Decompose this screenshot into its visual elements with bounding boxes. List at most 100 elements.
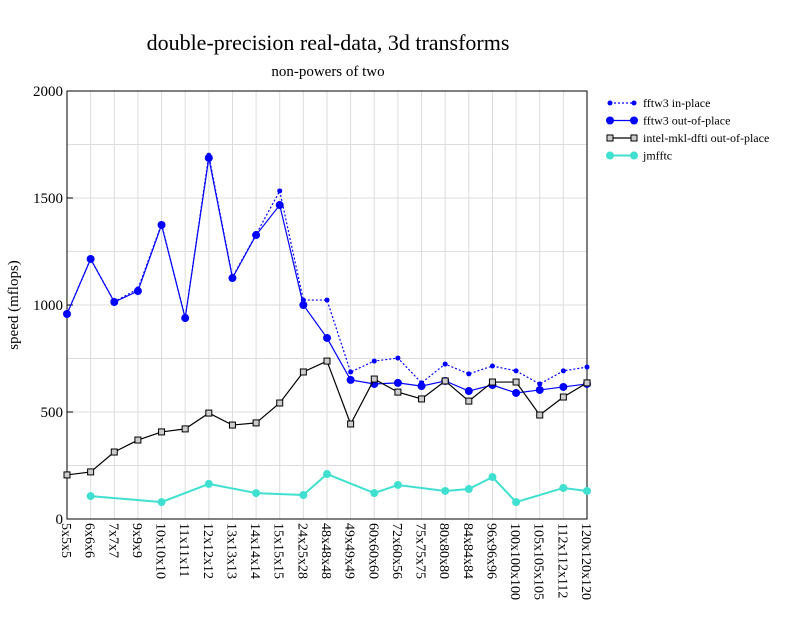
x-tick-label: 72x60x56 [389, 523, 404, 579]
data-point [252, 231, 261, 240]
data-point [512, 498, 521, 507]
x-tick-label: 15x15x15 [271, 523, 286, 579]
x-tick-label: 80x80x80 [436, 523, 451, 579]
data-point [560, 368, 566, 374]
data-point [204, 479, 213, 488]
data-point [537, 381, 543, 387]
x-tick-label: 49x49x49 [342, 523, 357, 579]
data-point [584, 364, 590, 370]
y-axis-label: speed (mflops) [6, 260, 22, 350]
x-tick-label: 84x84x84 [460, 523, 475, 579]
data-point [299, 491, 308, 500]
x-tick-label: 75x75x75 [413, 523, 428, 579]
x-tick-label: 11x11x11 [176, 523, 191, 577]
data-point [583, 379, 591, 387]
data-point [158, 428, 166, 436]
data-point [133, 287, 142, 296]
series-line [90, 472, 588, 504]
data-point [252, 489, 261, 498]
data-point [87, 468, 95, 476]
y-tick-label: 1000 [33, 298, 63, 314]
data-point [181, 425, 189, 433]
data-point [86, 254, 95, 263]
data-point [395, 355, 401, 361]
y-tick-label: 500 [41, 405, 64, 421]
data-point [417, 382, 426, 391]
data-point [204, 153, 213, 162]
x-tick-label: 60x60x60 [365, 523, 380, 579]
x-tick-label: 10x10x10 [153, 523, 168, 579]
data-point [228, 421, 236, 429]
data-point [63, 309, 71, 318]
x-tick-label: 96x96x96 [483, 523, 498, 579]
x-tick-label: 100x100x100 [507, 523, 522, 600]
data-point [323, 470, 331, 479]
data-point [606, 116, 614, 125]
data-point [276, 399, 284, 407]
data-point [86, 492, 95, 501]
data-point [324, 297, 330, 303]
data-point [181, 314, 190, 323]
data-point [134, 436, 142, 444]
data-point [464, 485, 473, 494]
chart-title: double-precision real-data, 3d transform… [147, 30, 510, 55]
x-tick-label: 24x25x28 [294, 523, 309, 579]
data-point [559, 393, 567, 401]
data-point [323, 333, 331, 342]
data-point [299, 368, 307, 376]
x-tick-label: 9x9x9 [129, 523, 144, 558]
data-point [630, 151, 638, 160]
data-point [370, 489, 379, 498]
data-point [348, 369, 354, 375]
data-point [512, 378, 520, 386]
data-point [252, 419, 260, 427]
data-point [228, 274, 237, 283]
data-point [535, 385, 544, 394]
data-point [512, 388, 521, 397]
data-point [630, 116, 638, 125]
data-point [370, 375, 378, 383]
data-point [606, 134, 614, 142]
data-point [441, 486, 450, 495]
chart-subtitle: non-powers of two [271, 64, 384, 80]
data-point [110, 448, 118, 456]
x-tick-label: 112x112x112 [554, 523, 569, 598]
data-point [536, 411, 544, 419]
data-point [157, 498, 166, 507]
data-point [607, 100, 613, 106]
data-point [489, 363, 495, 369]
data-point [418, 395, 426, 403]
x-tick-label: 5x5x5 [58, 523, 73, 558]
x-tick-label: 6x6x6 [82, 523, 97, 558]
x-tick-label: 120x120x120 [578, 523, 593, 600]
data-point [63, 471, 71, 479]
data-point [157, 220, 166, 229]
data-point [464, 387, 473, 396]
y-tick-label: 0 [56, 512, 64, 528]
data-point [583, 486, 591, 495]
data-point [466, 371, 472, 377]
data-point [513, 368, 519, 374]
data-point [299, 301, 308, 309]
data-point [323, 357, 331, 365]
data-point [371, 358, 377, 364]
data-point [442, 361, 448, 367]
legend-label: intel-mkl-dfti out-of-place [643, 131, 769, 145]
data-point [393, 378, 402, 387]
data-point [465, 397, 473, 405]
y-tick-label: 2000 [33, 84, 63, 100]
data-point [631, 100, 637, 106]
x-tick-label: 105x105x105 [531, 523, 546, 600]
x-tick-label: 13x13x13 [223, 523, 238, 579]
data-point [441, 377, 449, 385]
data-point [559, 483, 568, 492]
data-point [488, 473, 497, 482]
data-point [606, 151, 614, 160]
data-point [394, 388, 402, 396]
data-point [630, 134, 638, 142]
data-point [205, 409, 213, 417]
y-tick-label: 1500 [33, 191, 63, 207]
data-point [559, 382, 568, 391]
